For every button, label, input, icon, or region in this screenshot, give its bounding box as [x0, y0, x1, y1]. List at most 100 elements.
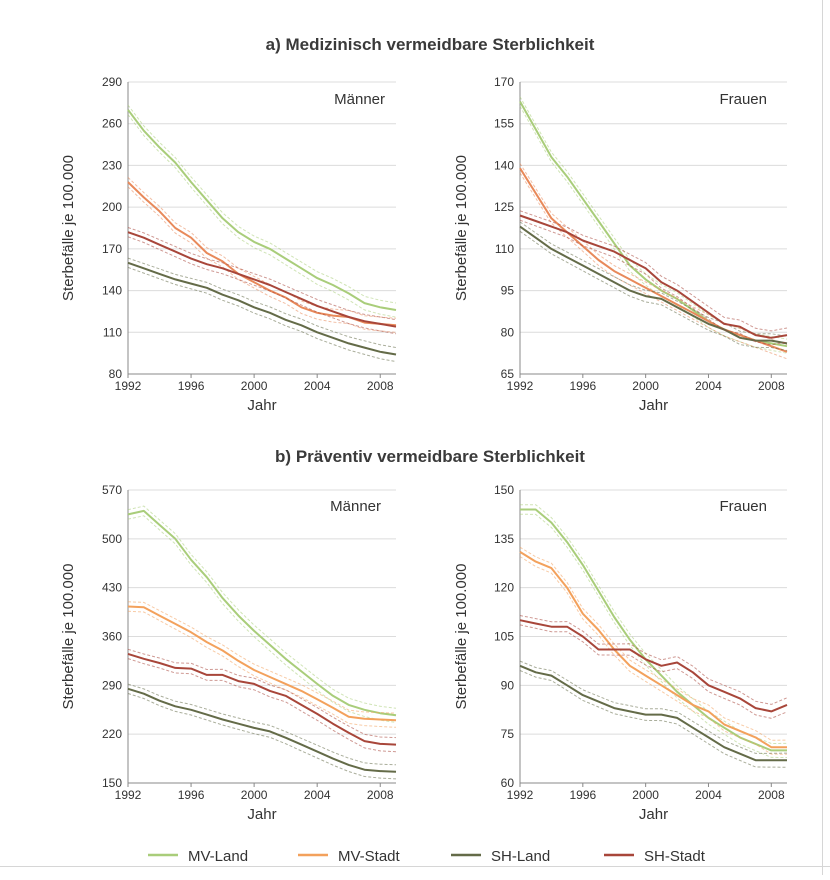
series-line-sh-land — [519, 664, 787, 762]
series-lower-band — [519, 556, 788, 755]
x-tick-label: 1996 — [178, 379, 205, 393]
series-upper-band — [519, 163, 788, 346]
y-tick-label: 135 — [494, 532, 514, 546]
legend-label: SH-Land — [491, 848, 550, 865]
x-tick-label: 1996 — [178, 788, 205, 802]
x-tick-label: 1992 — [507, 379, 534, 393]
x-axis-label: Jahr — [639, 806, 668, 823]
x-tick-label: 2008 — [367, 379, 394, 393]
series-line-sh-stadt — [127, 231, 397, 328]
series-line-mv-land — [127, 109, 397, 311]
series-lower-band — [127, 515, 397, 723]
legend: MV-Land MV-Stadt SH-Land SH-Stadt — [148, 848, 706, 865]
x-tick-label: 2004 — [695, 788, 722, 802]
chart-panel-1: 80 110 140 170 200 230 260 290 1992 1996 2000 2004 2… — [60, 75, 397, 414]
y-tick-label: 80 — [501, 325, 515, 339]
series-line-mv-land — [127, 509, 397, 717]
series-upper-band — [127, 257, 397, 348]
series-lower-band — [519, 624, 788, 719]
y-tick-label: 220 — [102, 727, 122, 741]
series-line-sh-stadt — [519, 214, 788, 339]
series-line-mv-land — [520, 508, 787, 752]
series-lower-band — [127, 693, 397, 780]
y-tick-label: 75 — [501, 727, 515, 741]
frame-border-bottom — [0, 866, 830, 867]
x-tick-label: 1996 — [569, 788, 596, 802]
panel-label: Männer — [330, 498, 381, 515]
x-tick-label: 2004 — [304, 788, 331, 802]
series-lower-band — [127, 610, 397, 728]
x-tick-label: 1992 — [115, 379, 142, 393]
series-lower-band — [127, 186, 397, 333]
series-upper-band — [519, 615, 788, 705]
x-tick-label: 2004 — [304, 379, 331, 393]
series-upper-band — [519, 660, 788, 754]
series-upper-band — [127, 104, 397, 304]
y-axis-label: Sterbefälle je 100.000 — [60, 155, 77, 301]
series-upper-band — [519, 96, 788, 340]
x-tick-label: 2000 — [632, 788, 659, 802]
series-upper-band — [127, 648, 397, 739]
legend-label: MV-Stadt — [338, 848, 401, 865]
y-tick-label: 95 — [501, 284, 515, 298]
x-tick-label: 2000 — [632, 379, 659, 393]
y-axis-label: Sterbefälle je 100.000 — [453, 155, 470, 301]
x-tick-label: 2008 — [758, 379, 785, 393]
y-tick-label: 110 — [495, 242, 514, 256]
series-upper-band — [127, 601, 397, 714]
y-tick-label: 170 — [494, 75, 514, 89]
y-tick-label: 65 — [501, 367, 515, 381]
y-tick-label: 80 — [109, 367, 123, 381]
legend-label: SH-Stadt — [644, 848, 706, 865]
y-tick-label: 60 — [501, 776, 515, 790]
series-line-sh-stadt — [519, 619, 788, 713]
y-tick-label: 150 — [102, 776, 122, 790]
y-tick-label: 155 — [494, 117, 514, 131]
x-tick-label: 2000 — [241, 379, 268, 393]
legend-item-mv-stadt: MV-Stadt — [298, 848, 401, 865]
y-axis-label: Sterbefälle je 100.000 — [453, 564, 470, 710]
series-line-sh-land — [519, 225, 788, 345]
x-tick-label: 2008 — [367, 788, 394, 802]
y-tick-label: 140 — [494, 158, 514, 172]
series-line-sh-stadt — [127, 652, 397, 746]
series-upper-band — [127, 177, 397, 319]
chart-panel-3: 150 220 290 360 430 500 570 1992 1996 2000 2004 200… — [60, 483, 397, 823]
series-lower-band — [519, 219, 788, 346]
x-tick-label: 1992 — [507, 788, 534, 802]
panel-label: Frauen — [719, 498, 767, 515]
x-tick-label: 2004 — [695, 379, 722, 393]
legend-item-mv-land: MV-Land — [148, 848, 248, 865]
panel-label: Frauen — [719, 91, 767, 108]
section-title-b: b) Präventiv vermeidbare Sterblichkeit — [275, 447, 585, 466]
legend-item-sh-stadt: SH-Stadt — [604, 848, 706, 865]
y-tick-label: 500 — [102, 532, 122, 546]
y-tick-label: 150 — [494, 483, 514, 497]
series-upper-band — [127, 683, 397, 766]
y-tick-label: 360 — [102, 630, 122, 644]
series-line-mv-land — [519, 101, 788, 348]
y-tick-label: 290 — [102, 75, 122, 89]
series-line-mv-stadt — [127, 605, 397, 722]
series-line-sh-land — [127, 687, 397, 773]
x-tick-label: 1992 — [115, 788, 142, 802]
y-tick-label: 290 — [102, 678, 122, 692]
chart-panels: 80 110 140 170 200 230 260 290 1992 1996 2000 2004 2… — [60, 75, 788, 823]
y-tick-label: 140 — [102, 284, 122, 298]
chart-panel-4: 60 75 90 105 120 135 150 1992 1996 2000 2004 2008 Ja… — [453, 483, 788, 823]
chart-panel-2: 65 80 95 110 125 140 155 170 1992 1996 2000 2004 200… — [453, 75, 788, 414]
frame-border-right — [822, 0, 823, 875]
y-tick-label: 125 — [494, 200, 514, 214]
series-lower-band — [127, 658, 397, 753]
y-tick-label: 430 — [102, 581, 122, 595]
y-tick-label: 570 — [102, 483, 122, 497]
series-upper-band — [127, 505, 397, 709]
series-upper-band — [519, 210, 788, 332]
series-line-mv-stadt — [519, 551, 787, 749]
series-lower-band — [127, 236, 397, 335]
series-upper-band — [519, 504, 788, 745]
x-axis-label: Jahr — [247, 397, 276, 414]
x-axis-label: Jahr — [639, 397, 668, 414]
